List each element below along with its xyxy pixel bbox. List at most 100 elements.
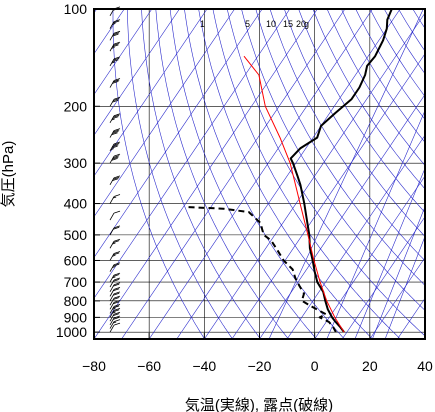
dry-adiabat xyxy=(184,9,345,339)
dry-adiabat xyxy=(226,9,425,337)
mixing-ratio-line xyxy=(268,9,424,339)
y-tick-label: 400 xyxy=(64,196,88,212)
wind-barb xyxy=(109,41,121,52)
dry-adiabat xyxy=(212,9,401,339)
dry-adiabat xyxy=(112,9,205,339)
wind-barb xyxy=(109,141,121,152)
wind-barb xyxy=(109,225,121,236)
x-axis: −80 −60 −40 −20 0 20 40 xyxy=(82,333,433,374)
wind-barb xyxy=(109,251,121,261)
wind-barb xyxy=(109,319,121,329)
isotherm xyxy=(342,216,425,339)
mixing-ratio-label: 1 xyxy=(200,19,205,29)
isotherm xyxy=(259,93,425,339)
wind-barb xyxy=(109,287,121,297)
y-tick-label: 900 xyxy=(64,309,88,325)
wind-barb xyxy=(109,153,121,164)
x-tick-label: −40 xyxy=(192,358,216,374)
dry-adiabat xyxy=(198,9,373,339)
dry-adiabat xyxy=(127,9,233,339)
isotherm xyxy=(94,9,263,259)
mixing-ratio-label: g xyxy=(304,19,309,29)
y-tick-label: 700 xyxy=(64,274,88,290)
isotherm xyxy=(286,134,425,339)
y-tick-label: 100 xyxy=(64,1,88,17)
chart-grid xyxy=(94,9,435,339)
wind-barb xyxy=(109,322,121,333)
isotherm xyxy=(369,256,425,339)
wind-barb xyxy=(109,304,121,314)
wind-barb xyxy=(109,210,121,221)
y-tick-label: 300 xyxy=(64,155,88,171)
x-tick-label: 20 xyxy=(362,358,378,374)
dry-adiabat xyxy=(269,9,425,262)
dry-adiabat xyxy=(427,9,435,339)
dry-adiabat xyxy=(284,9,425,237)
y-tick-label: 500 xyxy=(64,227,88,243)
wind-barb xyxy=(109,295,121,306)
mixing-ratio-label: 20 xyxy=(296,19,306,29)
temperature-curve xyxy=(289,9,393,333)
wind-barb xyxy=(109,291,121,302)
mixing-ratio-line xyxy=(384,235,425,339)
dry-adiabat xyxy=(141,9,261,339)
isotherm xyxy=(148,9,373,339)
dry-adiabat xyxy=(255,9,425,286)
wind-barb xyxy=(109,96,121,107)
isotherm xyxy=(94,9,318,339)
dry-adiabat xyxy=(312,9,425,190)
x-tick-label: −80 xyxy=(82,358,106,374)
x-tick-label: −20 xyxy=(248,358,272,374)
wind-barb xyxy=(109,78,121,88)
mixing-ratio-label: 15 xyxy=(283,19,293,29)
wind-barb xyxy=(109,272,121,283)
isotherm xyxy=(204,12,425,339)
x-tick-label: 40 xyxy=(417,358,433,374)
mixing-ratio-label: 5 xyxy=(245,19,250,29)
mixing-ratio-label: 10 xyxy=(266,19,276,29)
dry-adiabat xyxy=(298,9,425,213)
y-axis-title: 気圧(hPa) xyxy=(0,141,17,208)
x-tick-label: 0 xyxy=(311,358,319,374)
isotherm xyxy=(176,9,401,339)
wind-barb xyxy=(109,307,121,318)
isotherm xyxy=(314,175,425,339)
wind-barb xyxy=(109,194,121,204)
mixing-ratio-line xyxy=(354,167,425,339)
dry-adiabat xyxy=(169,9,317,339)
mixing-ratio-labels: 1 5 10 15 20g xyxy=(200,19,309,29)
mixing-ratio-line xyxy=(372,205,425,339)
y-tick-label: 1000 xyxy=(56,324,87,340)
wind-barb xyxy=(109,128,121,138)
wind-barb xyxy=(109,113,121,124)
dry-adiabat xyxy=(155,9,289,339)
y-tick-label: 600 xyxy=(64,252,88,268)
wind-barb xyxy=(109,299,121,310)
dry-adiabat xyxy=(326,9,425,166)
wind-barb xyxy=(109,238,121,249)
wind-barb xyxy=(109,175,121,186)
isotherm xyxy=(424,338,425,339)
wind-barb xyxy=(109,315,121,326)
parcel-curve xyxy=(243,55,345,333)
wind-barb xyxy=(109,262,121,272)
dry-adiabat xyxy=(241,9,425,311)
wind-barb xyxy=(109,311,121,322)
wind-barb xyxy=(109,277,121,288)
x-tick-label: −60 xyxy=(137,358,161,374)
wind-barb xyxy=(109,30,121,41)
isotherm xyxy=(94,9,180,136)
x-axis-title: 気温(実線), 露点(破線) xyxy=(185,397,333,412)
wind-barb xyxy=(109,282,121,292)
mixing-ratio-line xyxy=(326,109,425,339)
isotherm xyxy=(94,9,208,177)
wind-barbs xyxy=(109,6,121,333)
dewpoint-curve xyxy=(186,206,337,333)
series-group xyxy=(186,9,393,333)
isotherm xyxy=(121,9,346,339)
y-tick-label: 200 xyxy=(64,98,88,114)
y-tick-label: 800 xyxy=(64,293,88,309)
isotherm xyxy=(94,9,291,299)
